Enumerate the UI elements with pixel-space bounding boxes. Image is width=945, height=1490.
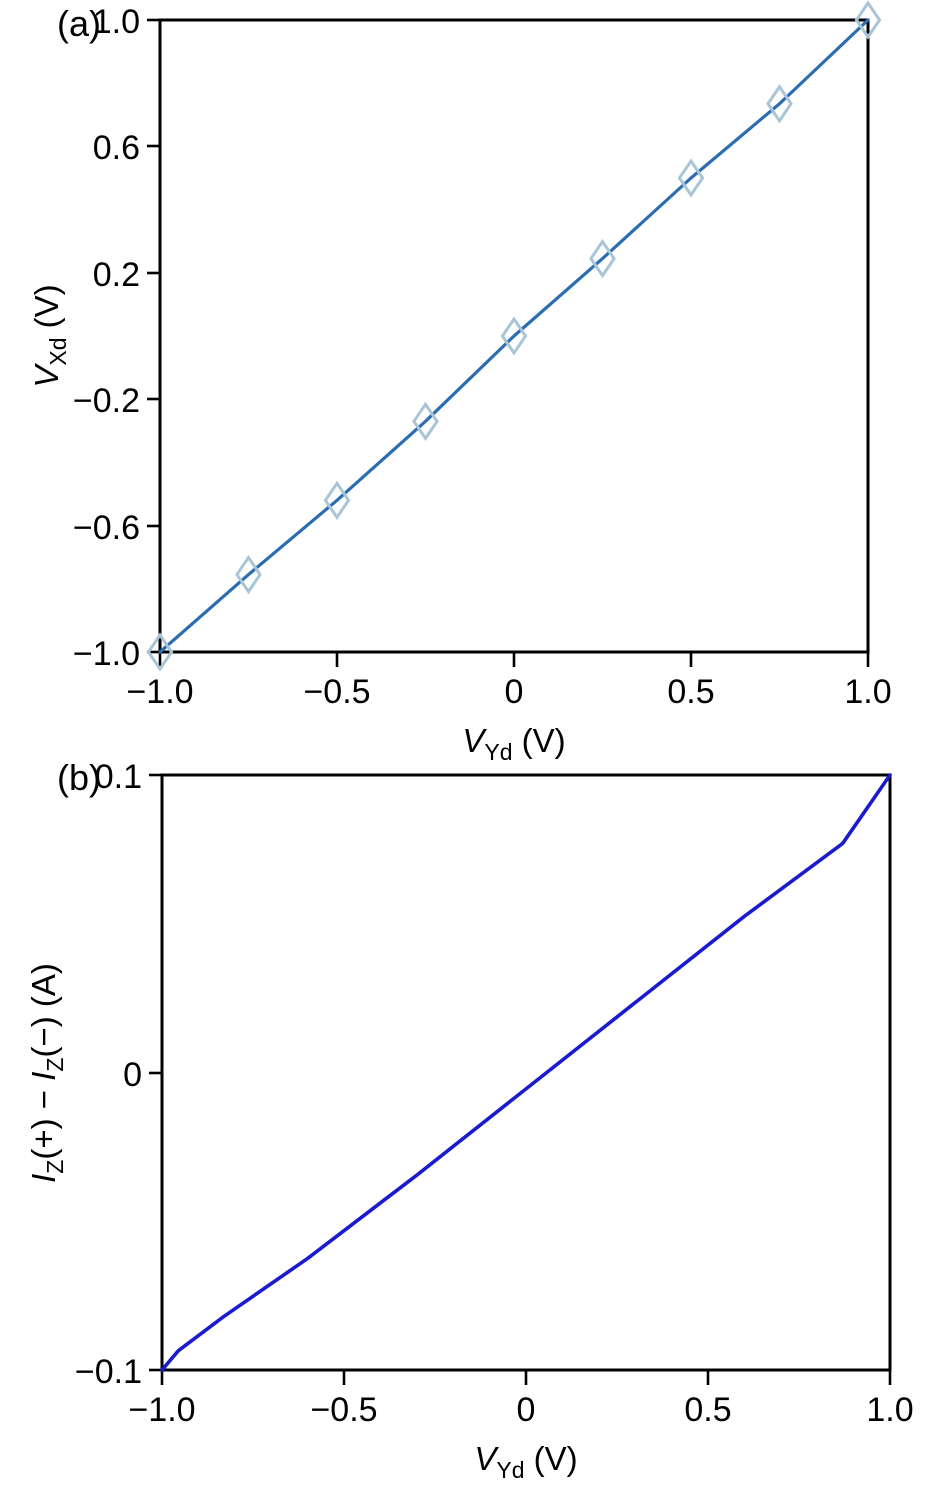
panel-a-x-ticks: [158, 652, 870, 667]
panel-a-ytick-2: 0.2: [93, 256, 140, 294]
panel-a-ytick-0: 1.0: [93, 3, 140, 41]
panel-b-xtick-4: 1.0: [866, 1391, 913, 1429]
panel-b-xlabel-unit: (V): [534, 1440, 578, 1477]
panel-b-ytick-2: −0.1: [75, 1353, 142, 1391]
panel-b-ylabel-unit: (A): [25, 963, 62, 1007]
panel-b-plot-frame: [160, 773, 892, 1372]
panel-a-x-ticklabels: −1.0 −0.5 0 0.5 1.0: [126, 673, 891, 711]
panel-a-marker: [146, 632, 174, 672]
panel-a-ylabel-unit: (V): [28, 284, 65, 328]
panel-a-marker: [589, 238, 616, 279]
panel-b-ylabel-arg1: (+): [25, 1118, 62, 1159]
panel-b-data-line: [160, 773, 892, 1372]
panel-a-xlabel-subscript: Yd: [484, 739, 512, 765]
panel-b-y-ticklabels: 0.1 0 −0.1: [75, 758, 142, 1391]
panel-a-marker: [323, 480, 351, 520]
svg-text:VYd (V): VYd (V): [474, 1440, 577, 1483]
panel-a-xlabel: VYd (V): [462, 722, 565, 765]
panel-b-ylabel: IZ(+) − IZ(−) (A): [25, 963, 68, 1183]
panel-b-xlabel-symbol: V: [474, 1440, 499, 1477]
panel-a-ytick-5: −1.0: [73, 635, 140, 673]
panel-b-xlabel: VYd (V): [474, 1440, 577, 1483]
panel-a-xtick-4: 1.0: [844, 673, 891, 711]
panel-b-ylabel-subscript1: Z: [42, 1160, 68, 1174]
panel-a-xlabel-symbol: V: [462, 722, 487, 759]
panel-b-ylabel-symbol1: I: [25, 1174, 62, 1183]
panel-b-x-ticks: [160, 1370, 892, 1385]
panel-a-marker: [766, 84, 793, 124]
panel-b-ylabel-minus: −: [25, 1090, 62, 1109]
panel-b-xtick-1: −0.5: [310, 1391, 377, 1429]
panel-b-ylabel-subscript2: Z: [42, 1058, 68, 1072]
panel-a: (a) 1.0 0.6 0.2 −0.2 −0.6 −1.0: [28, 0, 892, 765]
svg-text:IZ(+) − IZ(−) (A): IZ(+) − IZ(−) (A): [25, 963, 68, 1183]
panel-a-marker: [677, 158, 705, 198]
panel-a-xtick-1: −0.5: [303, 673, 370, 711]
panel-b-ytick-1: 0: [123, 1056, 142, 1094]
panel-a-xtick-2: 0: [505, 673, 524, 711]
panel-b-x-ticklabels: −1.0 −0.5 0 0.5 1.0: [128, 1391, 913, 1429]
panel-a-series: [146, 0, 882, 672]
panel-a-data-line: [158, 18, 870, 654]
panel-a-xtick-0: −1.0: [126, 673, 193, 711]
panel-b-label: (b): [57, 757, 101, 798]
panel-a-xtick-3: 0.5: [667, 673, 714, 711]
panel-b-xlabel-subscript: Yd: [496, 1457, 524, 1483]
panel-a-data-markers: [146, 0, 882, 672]
panel-a-marker: [412, 401, 439, 441]
panel-b-xtick-3: 0.5: [684, 1391, 731, 1429]
panel-a-ytick-3: −0.2: [73, 382, 140, 420]
panel-a-ytick-4: −0.6: [73, 509, 140, 547]
panel-b: (b) 0.1 0 −0.1: [25, 757, 914, 1483]
panel-a-label: (a): [57, 3, 101, 44]
panel-a-ytick-1: 0.6: [93, 129, 140, 167]
panel-b-series: [160, 773, 892, 1372]
panel-a-marker: [854, 0, 882, 40]
panel-b-ytick-0: 0.1: [95, 758, 142, 796]
svg-text:VXd (V): VXd (V): [28, 284, 71, 387]
panel-a-ylabel: VXd (V): [28, 284, 71, 387]
panel-b-xtick-0: −1.0: [128, 1391, 195, 1429]
svg-text:VYd (V): VYd (V): [462, 722, 565, 765]
panel-a-y-ticklabels: 1.0 0.6 0.2 −0.2 −0.6 −1.0: [73, 3, 140, 673]
panel-a-marker: [500, 316, 528, 356]
panel-b-ylabel-symbol2: I: [25, 1072, 62, 1081]
panel-a-marker: [235, 554, 262, 595]
panel-b-ylabel-arg2: (−): [25, 1016, 62, 1057]
panel-a-y-ticks: [147, 18, 160, 654]
panel-a-ylabel-symbol: V: [28, 363, 65, 388]
panel-b-xtick-2: 0: [517, 1391, 536, 1429]
panel-b-y-ticks: [149, 773, 162, 1372]
panel-a-xlabel-unit: (V): [522, 722, 566, 759]
panel-a-ylabel-subscript: Xd: [45, 338, 71, 366]
